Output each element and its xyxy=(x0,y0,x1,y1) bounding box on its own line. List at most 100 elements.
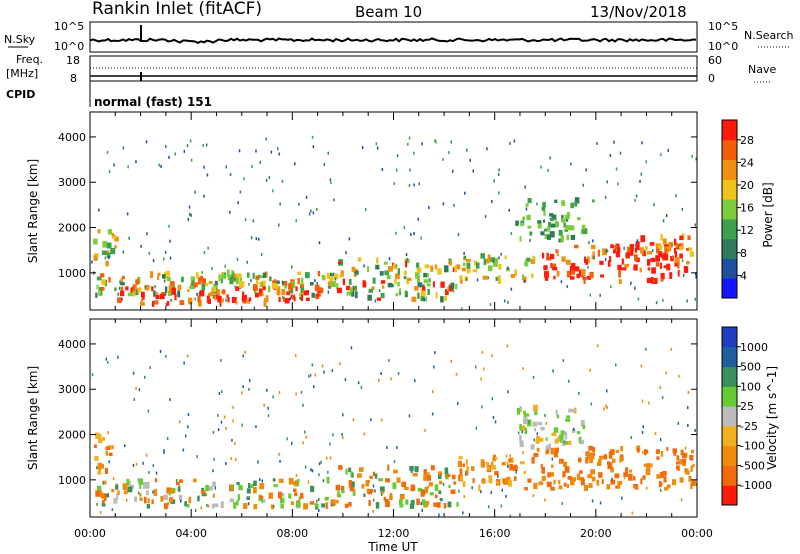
echo-cell xyxy=(395,264,398,268)
echo-cell xyxy=(333,198,335,202)
echo-cell xyxy=(681,207,684,211)
echo-cell xyxy=(597,462,602,466)
echo-cell xyxy=(153,489,158,496)
echo-cell xyxy=(581,224,586,230)
echo-cell xyxy=(690,465,693,472)
echo-cell xyxy=(438,490,442,495)
echo-cell xyxy=(135,386,137,390)
echo-cell xyxy=(399,494,405,500)
echo-cell xyxy=(220,276,223,284)
echo-cell xyxy=(465,258,471,262)
colorbar-segment-7 xyxy=(722,139,737,161)
echo-cell xyxy=(585,168,587,172)
echo-cell xyxy=(416,498,420,505)
echo-cell xyxy=(623,476,626,480)
echo-cell xyxy=(154,285,156,288)
echo-cell xyxy=(100,493,105,499)
echo-cell xyxy=(619,457,623,463)
echo-cell xyxy=(629,250,634,256)
velocity-y-label: Slant Range [km] xyxy=(26,366,40,470)
echo-cell xyxy=(455,372,458,376)
echo-cell xyxy=(269,276,272,282)
echo-cell xyxy=(399,503,404,508)
echo-cell xyxy=(383,261,388,265)
echo-cell xyxy=(619,151,622,155)
echo-cell xyxy=(96,502,98,506)
echo-cell xyxy=(298,496,301,501)
echo-cell xyxy=(144,284,150,291)
echo-cell xyxy=(261,280,266,287)
echo-cell xyxy=(140,298,144,304)
echo-cell xyxy=(410,232,412,236)
echo-cell xyxy=(585,259,588,265)
echo-cell xyxy=(155,291,158,296)
echo-cell xyxy=(523,276,527,283)
echo-cell xyxy=(621,496,623,500)
echo-cell xyxy=(253,504,258,510)
echo-cell xyxy=(438,513,440,517)
echo-cell xyxy=(494,456,498,460)
echo-cell xyxy=(592,447,596,453)
echo-cell xyxy=(371,286,375,291)
echo-cell xyxy=(565,218,569,222)
echo-cell xyxy=(571,477,576,482)
echo-cell xyxy=(357,381,360,385)
y-tick-label-0: 1000 xyxy=(58,267,86,280)
echo-cell xyxy=(633,476,636,481)
echo-cell xyxy=(106,252,111,258)
echo-cell xyxy=(176,481,180,486)
echo-cell xyxy=(588,483,593,488)
colorbar-segment-1 xyxy=(722,465,737,486)
echo-cell xyxy=(521,425,526,431)
echo-cell xyxy=(541,475,546,481)
echo-cell xyxy=(589,293,592,297)
echo-cell xyxy=(534,428,536,432)
echo-cell xyxy=(238,149,241,153)
echo-cell xyxy=(574,201,578,207)
echo-cell xyxy=(481,350,484,354)
echo-cell xyxy=(207,504,210,508)
echo-cell xyxy=(634,198,636,202)
echo-cell xyxy=(544,414,546,417)
echo-cell xyxy=(175,479,178,482)
echo-cell xyxy=(127,165,129,169)
echo-cell xyxy=(613,249,616,254)
echo-cell xyxy=(688,476,692,482)
echo-cell xyxy=(554,199,558,203)
echo-cell xyxy=(265,137,267,141)
echo-cell xyxy=(553,427,559,433)
echo-cell xyxy=(95,292,98,298)
echo-cell xyxy=(152,490,154,494)
echo-cell xyxy=(374,473,378,479)
echo-cell xyxy=(98,466,101,470)
echo-cell xyxy=(327,470,329,474)
echo-cell xyxy=(606,249,609,253)
echo-cell xyxy=(408,136,411,140)
echo-cell xyxy=(148,251,150,255)
echo-cell xyxy=(553,275,556,280)
echo-cell xyxy=(420,236,422,240)
echo-cell xyxy=(297,278,300,285)
echo-cell xyxy=(294,492,298,497)
echo-cell xyxy=(149,366,151,369)
echo-cell xyxy=(432,281,435,288)
echo-cell xyxy=(375,264,380,270)
cpid-label: CPID xyxy=(6,88,35,101)
echo-cell xyxy=(428,206,430,209)
echo-cell xyxy=(449,259,453,266)
echo-cell xyxy=(583,277,586,285)
echo-cell xyxy=(493,261,498,267)
echo-cell xyxy=(255,425,257,429)
echo-cell xyxy=(243,503,248,509)
echo-cell xyxy=(587,451,590,458)
echo-cell xyxy=(246,488,251,494)
echo-cell xyxy=(91,373,94,377)
echo-cell xyxy=(225,427,227,430)
echo-cell xyxy=(480,459,485,466)
echo-cell xyxy=(147,409,150,413)
echo-cell xyxy=(405,260,408,268)
echo-cell xyxy=(647,267,651,271)
echo-cell xyxy=(174,293,177,301)
echo-cell xyxy=(303,503,308,510)
echo-cell xyxy=(104,493,110,498)
